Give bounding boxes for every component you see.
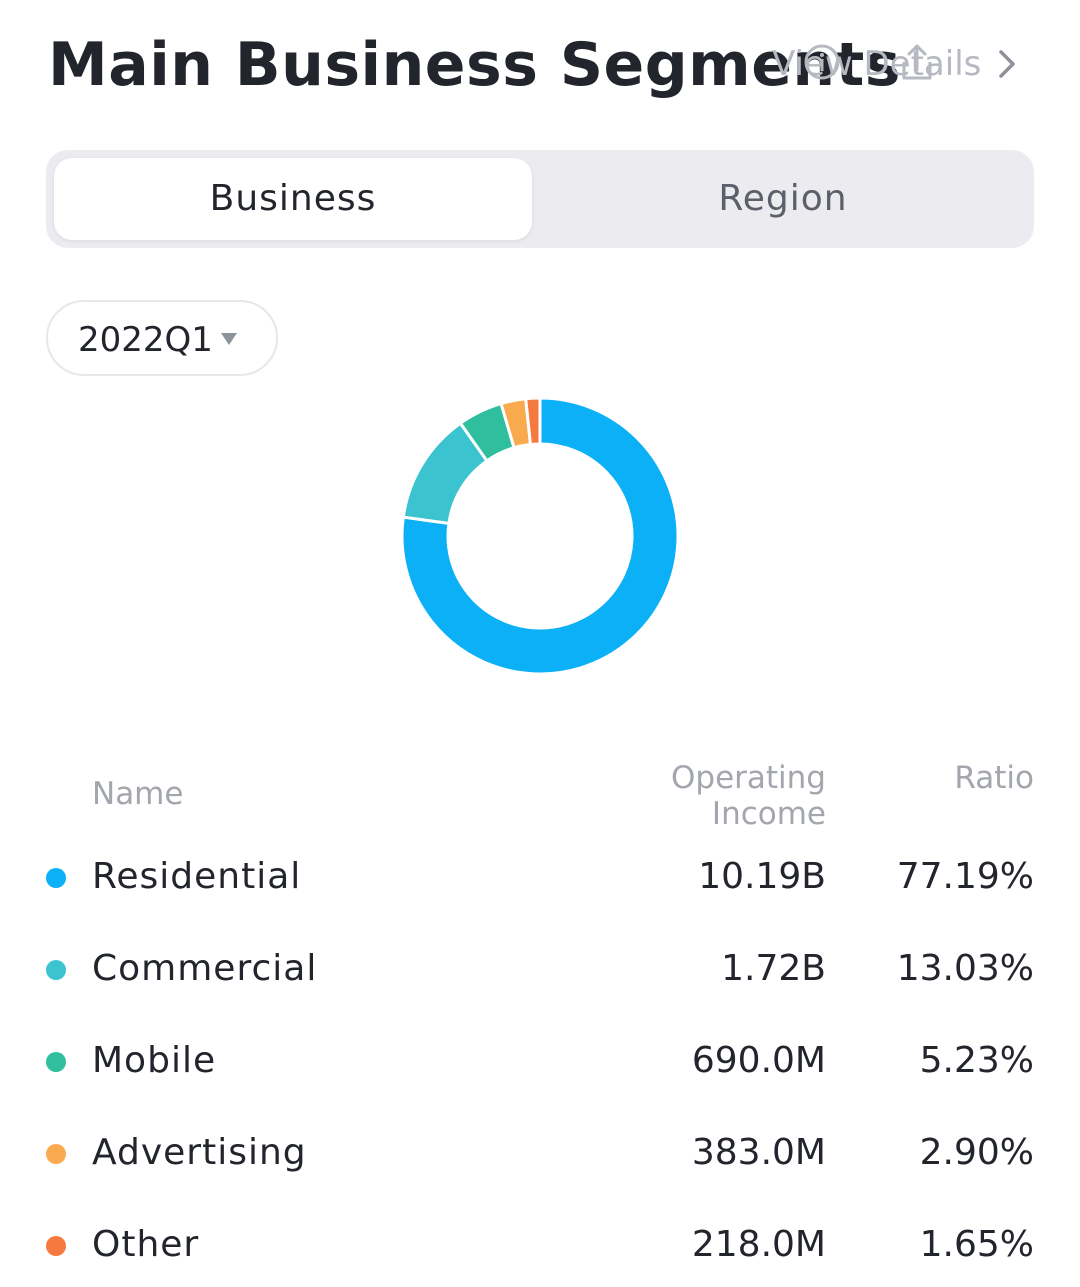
table-row: Mobile 690.0M 5.23% [0,1032,1080,1092]
segment-income: 10.19B [698,856,826,897]
segment-ratio: 5.23% [919,1040,1034,1081]
segment-name: Residential [92,856,302,897]
tab-business[interactable]: Business [54,158,532,240]
info-icon[interactable] [802,42,842,82]
legend-dot [46,868,66,888]
segment-name: Advertising [92,1132,307,1173]
table-row: Commercial 1.72B 13.03% [0,940,1080,1000]
table-row: Other 218.0M 1.65% [0,1216,1080,1276]
segment-ratio: 1.65% [919,1224,1034,1265]
segment-ratio: 13.03% [896,948,1034,989]
segment-name: Commercial [92,948,318,989]
segment-income: 1.72B [721,948,826,989]
column-header-income: Operating Income [671,760,826,832]
donut-chart [400,396,680,676]
column-header-name: Name [92,776,184,812]
period-value: 2022Q1 [78,320,213,360]
table-row: Advertising 383.0M 2.90% [0,1124,1080,1184]
segment-income: 383.0M [691,1132,826,1173]
caret-down-icon [221,333,237,345]
legend-dot [46,960,66,980]
segment-ratio: 77.19% [896,856,1034,897]
legend-dot [46,1052,66,1072]
chevron-right-icon[interactable] [990,44,1024,84]
segment-income: 690.0M [691,1040,826,1081]
segment-tabs: Business Region [46,150,1034,248]
table-row: Residential 10.19B 77.19% [0,848,1080,908]
donut-slice-other[interactable] [524,396,542,447]
column-header-ratio: Ratio [954,760,1034,796]
segment-name: Mobile [92,1040,217,1081]
page-title: Main Business Segments [48,30,901,100]
donut-slice-residential[interactable] [400,396,680,676]
share-icon[interactable] [894,40,940,86]
legend-dot [46,1236,66,1256]
segment-name: Other [92,1224,200,1265]
segment-income: 218.0M [691,1224,826,1265]
tab-region[interactable]: Region [718,178,848,219]
period-dropdown[interactable]: 2022Q1 [46,300,278,376]
legend-dot [46,1144,66,1164]
segment-ratio: 2.90% [919,1132,1034,1173]
